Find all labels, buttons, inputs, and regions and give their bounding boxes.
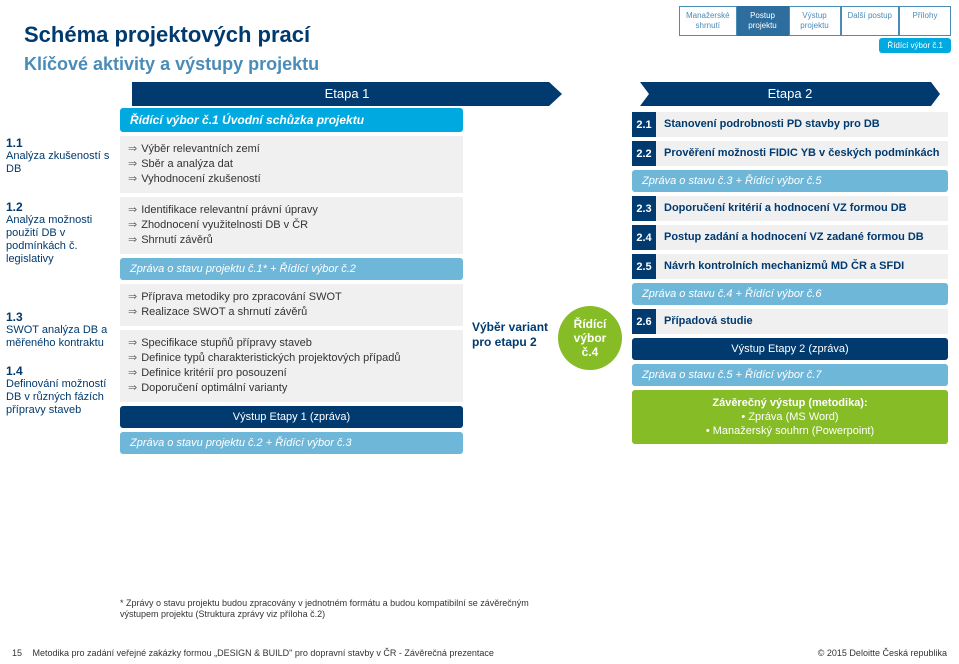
left-num-4: 1.4: [6, 364, 116, 378]
footer-text: Metodika pro zadání veřejné zakázky form…: [33, 648, 494, 658]
page-number: 15: [12, 648, 22, 658]
r-darkbar: Výstup Etapy 2 (zpráva): [632, 338, 948, 360]
mid-box1-0: Výběr relevantních zemí: [141, 143, 260, 155]
mid-box4-1: Definice typů charakteristických projekt…: [141, 352, 400, 364]
right-column: 2.1Stanovení podrobnosti PD stavby pro D…: [632, 112, 948, 448]
r-box-26: Případová studie: [656, 309, 948, 334]
left-text-2: Analýza možnosti použití DB v podmínkách…: [6, 214, 116, 266]
left-text-1: Analýza zkušeností s DB: [6, 150, 116, 176]
etapa-2-arrow: Etapa 2: [640, 82, 940, 106]
mid-bluebar-1: Zpráva o stavu projektu č.1* + Řídící vý…: [120, 258, 463, 280]
r-green-l3: • Manažerský souhrn (Powerpoint): [642, 424, 938, 438]
mid-darkbar: Výstup Etapy 1 (zpráva): [120, 406, 463, 428]
r-num-22: 2.2: [632, 141, 656, 166]
footer: 15 Metodika pro zadání veřejné zakázky f…: [12, 648, 494, 658]
mid-box4-3: Doporučení optimální varianty: [141, 382, 287, 394]
mid-box-2: ⇒Identifikace relevantní právní úpravy ⇒…: [120, 197, 463, 254]
copyright: © 2015 Deloitte Česká republika: [818, 648, 947, 658]
top-nav: Manažerské shrnutí Postup projektu Výstu…: [679, 6, 951, 36]
r-bluebar-1: Zpráva o stavu č.3 + Řídící výbor č.5: [632, 170, 948, 192]
mid-box3-0: Příprava metodiky pro zpracování SWOT: [141, 291, 342, 303]
mid-box-4: ⇒Specifikace stupňů přípravy staveb ⇒Def…: [120, 330, 463, 402]
page-title-2: Klíčové aktivity a výstupy projektu: [24, 54, 319, 75]
left-num-2: 1.2: [6, 200, 116, 214]
nav-tab-2[interactable]: Výstup projektu: [789, 6, 841, 36]
nav-tab-0[interactable]: Manažerské shrnutí: [679, 6, 737, 36]
left-column: 1.1 Analýza zkušeností s DB 1.2 Analýza …: [6, 112, 116, 427]
left-num-1: 1.1: [6, 136, 116, 150]
mid-box4-0: Specifikace stupňů přípravy staveb: [141, 337, 312, 349]
nav-tab-1[interactable]: Postup projektu: [737, 6, 789, 36]
mid-box2-2: Shrnutí závěrů: [141, 234, 213, 246]
mid-box4-2: Definice kritérií pro posouzení: [141, 367, 287, 379]
left-num-3: 1.3: [6, 310, 116, 324]
mid-bluebar-2: Zpráva o stavu projektu č.2 + Řídící výb…: [120, 432, 463, 454]
page-title-1: Schéma projektových prací: [24, 22, 310, 48]
r-box-22: Prověření možnosti FIDIC YB v českých po…: [656, 141, 948, 166]
r-box-23: Doporučení kritérií a hodnocení VZ formo…: [656, 196, 948, 221]
r-box-24: Postup zadání a hodnocení VZ zadané form…: [656, 225, 948, 250]
mid-box-1: ⇒Výběr relevantních zemí ⇒Sběr a analýza…: [120, 136, 463, 193]
nav-tab-3[interactable]: Další postup: [841, 6, 899, 36]
mid-box1-1: Sběr a analýza dat: [141, 158, 233, 170]
r-green: Závěrečný výstup (metodika): • Zpráva (M…: [632, 390, 948, 444]
etapa-1-arrow: Etapa 1: [132, 82, 562, 106]
vyber-label: Výběr variant pro etapu 2: [472, 320, 550, 350]
bubble-l2: výbor: [558, 331, 622, 345]
bubble-l3: č.4: [558, 345, 622, 359]
r-num-21: 2.1: [632, 112, 656, 137]
r-num-25: 2.5: [632, 254, 656, 279]
r-num-24: 2.4: [632, 225, 656, 250]
sub-badge: Řídící výbor č.1: [879, 38, 951, 53]
mid-box-3: ⇒Příprava metodiky pro zpracování SWOT ⇒…: [120, 284, 463, 326]
r-box-21: Stanovení podrobnosti PD stavby pro DB: [656, 112, 948, 137]
r-num-23: 2.3: [632, 196, 656, 221]
mid-column: Řídící výbor č.1 Úvodní schůzka projektu…: [120, 108, 463, 458]
footnote: * Zprávy o stavu projektu budou zpracová…: [120, 598, 560, 620]
r-green-l1: Závěrečný výstup (metodika):: [642, 396, 938, 410]
r-green-l2: • Zpráva (MS Word): [642, 410, 938, 424]
r-bluebar-3: Zpráva o stavu č.5 + Řídící výbor č.7: [632, 364, 948, 386]
bubble-ridici-vybor: Řídící výbor č.4: [558, 306, 622, 370]
mid-box3-1: Realizace SWOT a shrnutí závěrů: [141, 306, 307, 318]
mid-header: Řídící výbor č.1 Úvodní schůzka projektu: [120, 108, 463, 132]
r-bluebar-2: Zpráva o stavu č.4 + Řídící výbor č.6: [632, 283, 948, 305]
mid-box1-2: Vyhodnocení zkušeností: [141, 173, 260, 185]
nav-tab-4[interactable]: Přílohy: [899, 6, 951, 36]
r-num-26: 2.6: [632, 309, 656, 334]
bubble-l1: Řídící: [558, 317, 622, 331]
left-text-3: SWOT analýza DB a měřeného kontraktu: [6, 324, 116, 350]
mid-box2-1: Zhodnocení využitelnosti DB v ČR: [141, 219, 308, 231]
left-text-4: Definování možností DB v různých fázích …: [6, 378, 116, 417]
r-box-25: Návrh kontrolních mechanizmů MD ČR a SFD…: [656, 254, 948, 279]
mid-box2-0: Identifikace relevantní právní úpravy: [141, 204, 318, 216]
